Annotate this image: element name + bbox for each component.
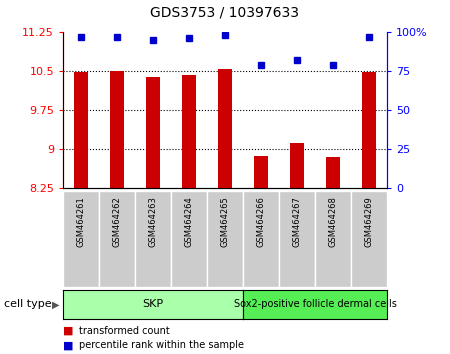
Text: GSM464266: GSM464266	[256, 196, 266, 247]
Bar	[326, 157, 340, 188]
Text: SKP: SKP	[143, 299, 163, 309]
Bar	[146, 77, 160, 188]
Text: GSM464265: GSM464265	[220, 196, 230, 247]
Bar	[74, 72, 88, 188]
Text: transformed count: transformed count	[79, 326, 170, 336]
Text: ■: ■	[63, 326, 73, 336]
Bar	[254, 156, 268, 188]
Text: ■: ■	[63, 340, 73, 350]
Text: GSM464263: GSM464263	[148, 196, 157, 247]
Text: Sox2-positive follicle dermal cells: Sox2-positive follicle dermal cells	[234, 299, 396, 309]
Bar	[110, 71, 124, 188]
Text: GDS3753 / 10397633: GDS3753 / 10397633	[150, 5, 300, 19]
Bar	[290, 143, 304, 188]
Text: GSM464269: GSM464269	[364, 196, 373, 247]
Bar	[218, 69, 232, 188]
Text: GSM464262: GSM464262	[112, 196, 122, 247]
Text: percentile rank within the sample: percentile rank within the sample	[79, 340, 244, 350]
Text: GSM464264: GSM464264	[184, 196, 194, 247]
Text: GSM464261: GSM464261	[76, 196, 86, 247]
Bar	[362, 72, 376, 188]
Text: GSM464268: GSM464268	[328, 196, 338, 247]
Bar	[182, 75, 196, 188]
Text: ▶: ▶	[52, 299, 59, 309]
Text: GSM464267: GSM464267	[292, 196, 302, 247]
Text: cell type: cell type	[4, 299, 52, 309]
